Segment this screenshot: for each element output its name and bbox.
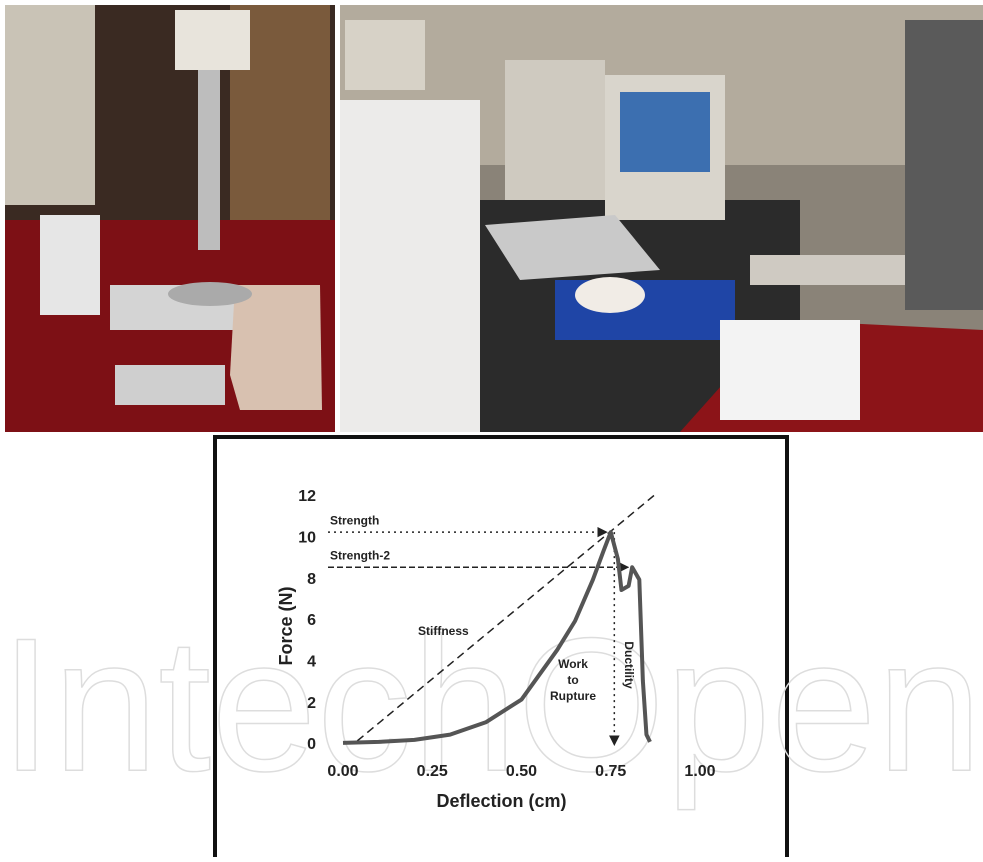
work-label: Work [558, 657, 588, 671]
x-tick-label: 0.00 [327, 763, 358, 780]
x-tick-label: 0.75 [595, 763, 626, 780]
chart-frame [213, 435, 789, 862]
x-tick-label: 1.00 [684, 763, 715, 780]
ductility-label: Ductility [622, 641, 636, 689]
y-axis-label: Force (N) [276, 586, 296, 665]
reference-label: Strength-2 [330, 548, 390, 562]
work-label: Rupture [550, 689, 596, 703]
y-tick-label: 12 [298, 488, 316, 505]
x-tick-label: 0.50 [506, 763, 537, 780]
reference-label: Strength [330, 513, 379, 527]
chart: 0 2 4 6 8 10 12 0.00 0.25 0.50 0.75 1.00 Deflection … [276, 488, 716, 811]
x-tick-label: 0.25 [417, 763, 448, 780]
stiffness-label: Stiffness [418, 624, 469, 638]
watermark: IntechOpen [0, 599, 982, 811]
data-line [342, 530, 652, 745]
y-tick-label: 10 [298, 530, 316, 547]
photo-right [340, 5, 983, 432]
y-tick-label: 8 [307, 571, 316, 588]
y-tick-label: 4 [307, 654, 316, 671]
photo-left [5, 5, 335, 432]
y-tick-label: 6 [307, 612, 316, 629]
x-axis-label: Deflection (cm) [436, 791, 566, 811]
y-tick-label: 2 [307, 695, 316, 712]
work-label: to [567, 673, 578, 687]
y-tick-label: 0 [307, 736, 316, 753]
